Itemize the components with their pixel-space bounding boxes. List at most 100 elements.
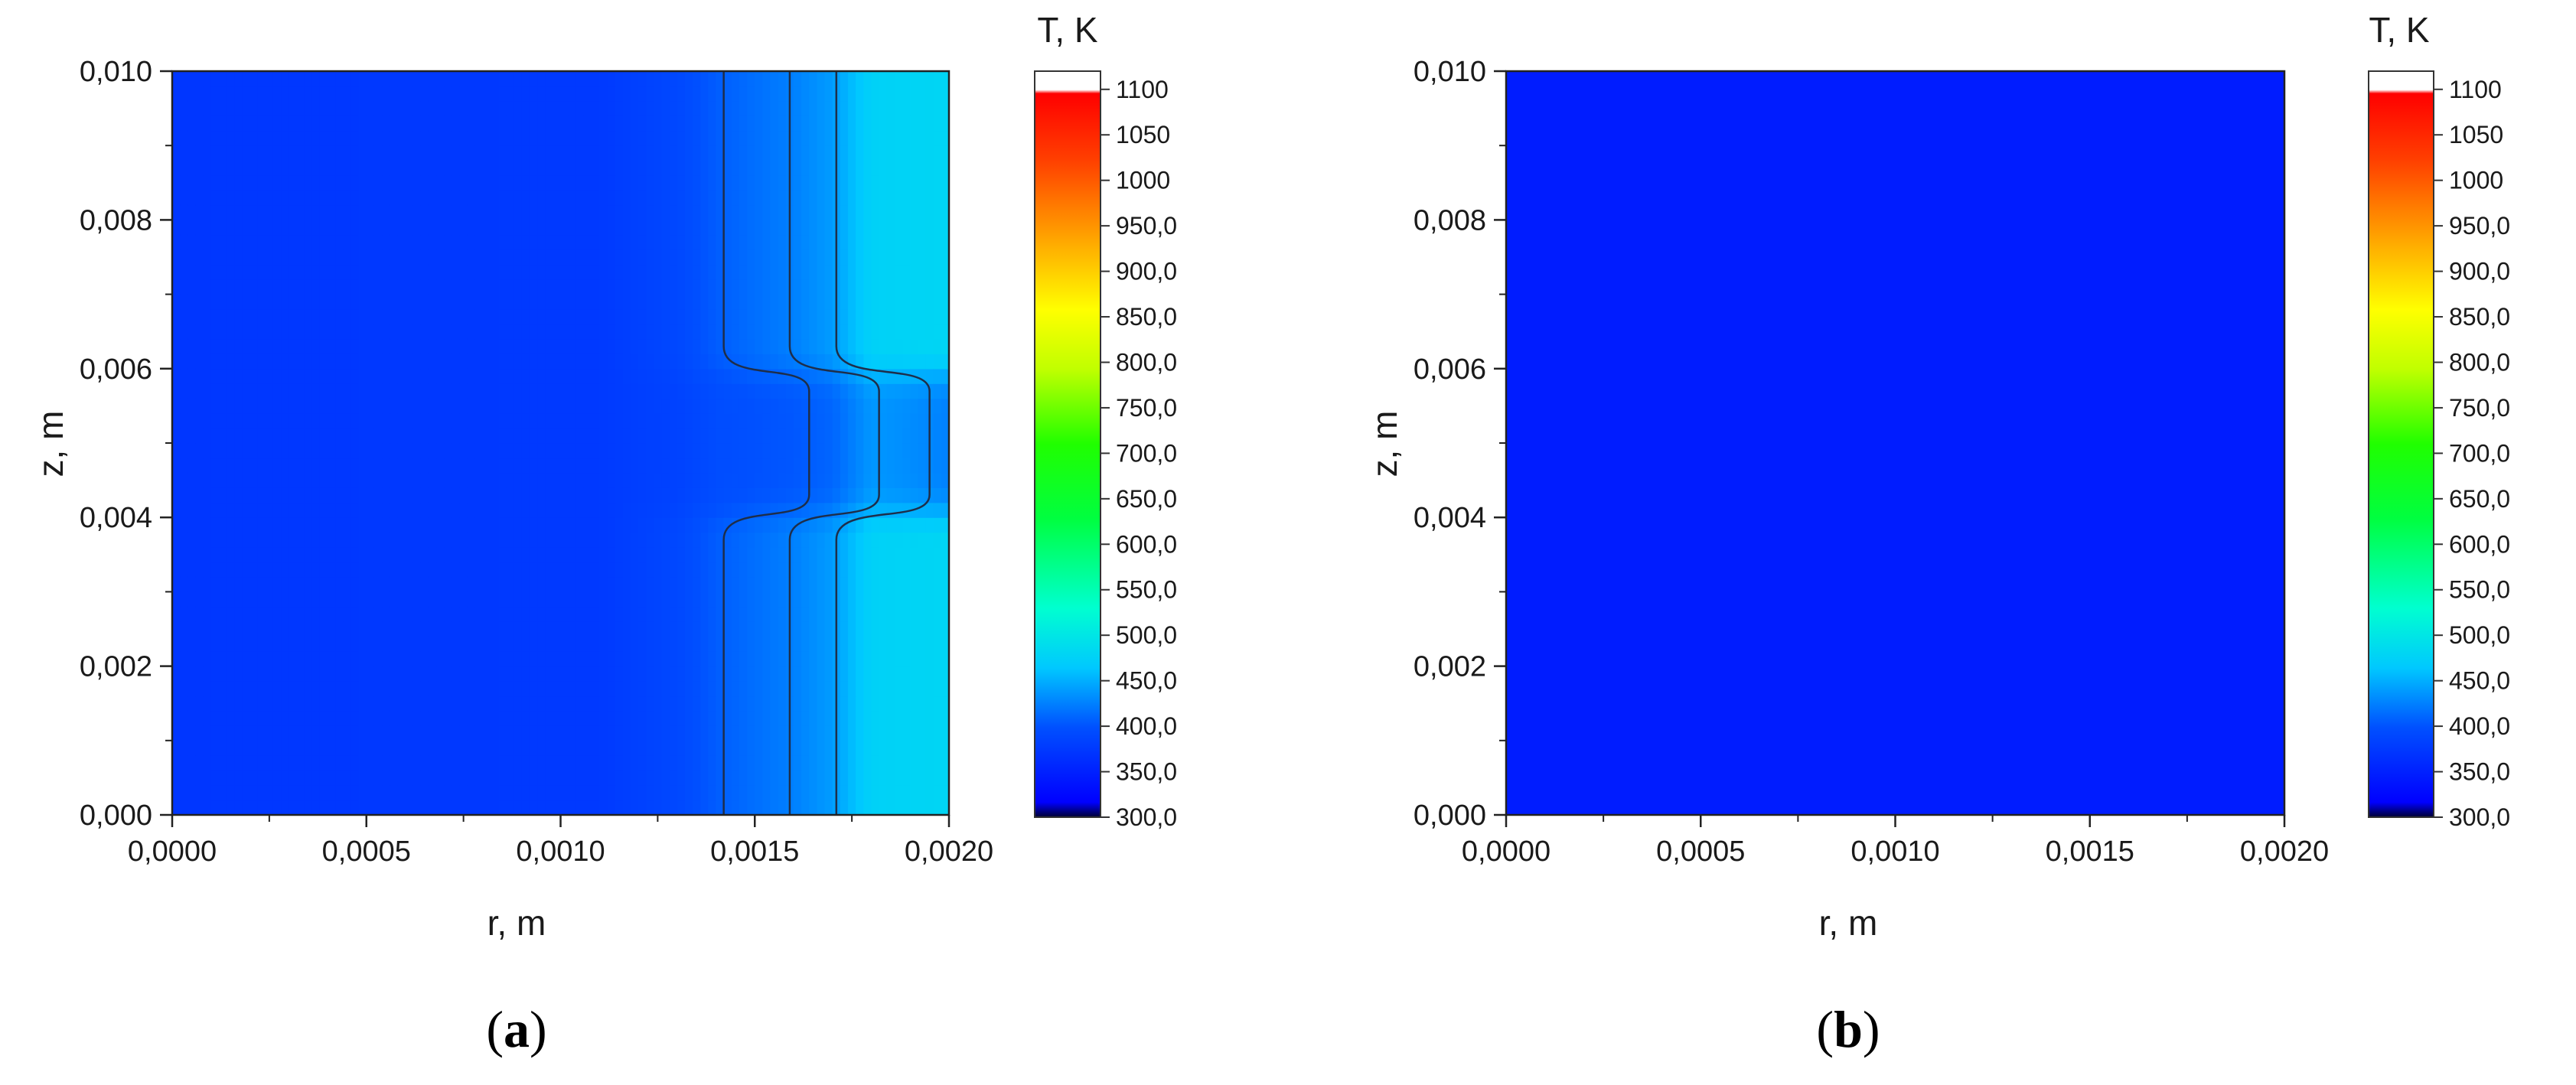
field-cell [669, 190, 678, 206]
field-cell [778, 368, 787, 384]
field-cell [210, 517, 220, 533]
field-cell [498, 324, 507, 340]
field-cell [576, 354, 585, 370]
field-cell [654, 562, 663, 578]
field-cell [684, 145, 693, 161]
field-cell [716, 800, 725, 816]
field-cell [289, 606, 297, 622]
field-cell [622, 606, 631, 622]
field-cell [871, 354, 880, 370]
field-cell [514, 145, 523, 161]
field-cell [856, 220, 864, 236]
field-cell [203, 696, 212, 712]
field-cell [553, 116, 562, 132]
field-cell [210, 249, 220, 266]
field-cell [521, 160, 530, 176]
field-cell [607, 368, 616, 384]
field-cell [483, 696, 491, 712]
field-cell [848, 175, 856, 191]
field-cell [405, 309, 414, 325]
field-cell [242, 428, 251, 444]
field-cell [343, 725, 352, 741]
field-cell [506, 204, 515, 220]
field-cell [886, 770, 895, 786]
field-cell [615, 651, 624, 667]
field-cell [723, 487, 732, 503]
field-cell [265, 71, 274, 87]
field-cell [739, 100, 748, 116]
field-cell [272, 487, 282, 503]
field-cell [172, 443, 181, 459]
field-cell [545, 145, 553, 161]
field-cell [218, 800, 227, 816]
field-cell [249, 770, 259, 786]
field-cell [281, 458, 289, 474]
field-cell [218, 651, 227, 667]
field-cell [180, 130, 188, 146]
field-cell [436, 696, 445, 712]
field-cell [661, 249, 670, 266]
field-cell [210, 294, 220, 310]
field-cell [863, 785, 872, 801]
field-cell [785, 458, 794, 474]
field-cell [498, 145, 507, 161]
field-cell [420, 354, 429, 370]
field-cell [428, 547, 437, 563]
field-cell [731, 368, 740, 384]
field-cell [925, 234, 934, 250]
field-cell [716, 264, 725, 280]
field-cell [529, 234, 538, 250]
field-cell [739, 755, 748, 771]
field-cell [576, 443, 585, 459]
field-cell [272, 666, 282, 682]
field-cell [436, 591, 445, 608]
field-cell [351, 725, 360, 741]
field-cell [684, 681, 693, 697]
field-cell [514, 204, 523, 220]
field-cell [180, 175, 188, 191]
field-cell [630, 621, 639, 637]
field-cell [583, 145, 592, 161]
field-cell [910, 145, 918, 161]
field-cell [716, 100, 725, 116]
field-cell [894, 681, 903, 697]
field-cell [886, 710, 895, 726]
field-cell [708, 190, 717, 206]
field-cell [397, 175, 406, 191]
field-cell [436, 86, 445, 102]
field-cell [514, 800, 523, 816]
field-cell [351, 398, 360, 414]
field-cell [265, 666, 274, 682]
field-cell [886, 309, 895, 325]
field-cell [762, 740, 771, 756]
field-cell [817, 338, 826, 354]
field-cell [452, 681, 461, 697]
field-cell [412, 309, 422, 325]
field-cell [739, 116, 748, 132]
field-cell [871, 562, 880, 578]
field-cell [203, 487, 212, 503]
field-cell [180, 576, 188, 592]
field-cell [576, 725, 585, 741]
field-cell [941, 413, 950, 429]
field-cell [879, 309, 888, 325]
field-cell [373, 428, 383, 444]
field-cell [646, 651, 654, 667]
field-cell [638, 576, 647, 592]
field-cell [809, 294, 818, 310]
field-cell [420, 800, 429, 816]
field-cell [894, 532, 903, 548]
field-cell [218, 145, 227, 161]
field-cell [498, 190, 507, 206]
field-cell [863, 487, 872, 503]
field-cell [459, 562, 468, 578]
field-cell [328, 681, 336, 697]
field-cell [902, 755, 911, 771]
field-cell [467, 264, 476, 280]
field-cell [646, 770, 654, 786]
field-cell [397, 576, 406, 592]
field-cell [840, 755, 849, 771]
field-cell [242, 591, 251, 608]
field-cell [716, 502, 725, 518]
field-cell [817, 86, 826, 102]
